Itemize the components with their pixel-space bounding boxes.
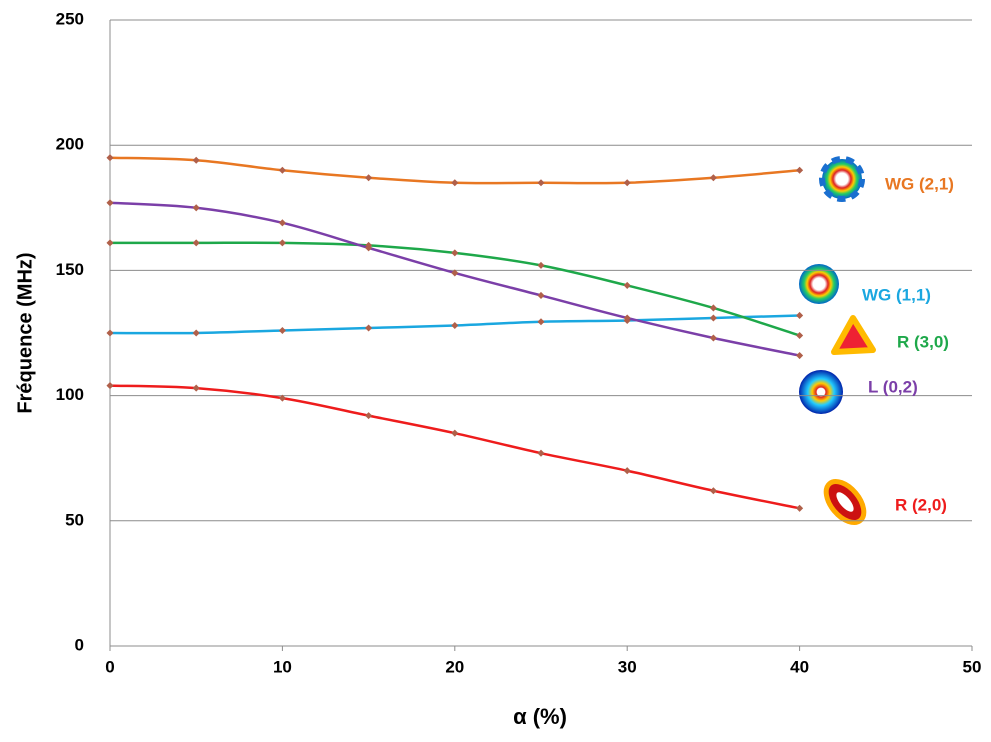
series-label: WG (1,1) (862, 285, 931, 304)
data-point (365, 244, 373, 252)
data-point (365, 412, 373, 420)
y-tick-label: 100 (56, 385, 84, 404)
data-point (192, 384, 200, 392)
data-point (623, 314, 631, 322)
y-axis-label: Fréquence (MHz) (14, 252, 36, 413)
data-point (278, 219, 286, 227)
data-point (537, 449, 545, 457)
data-point (192, 156, 200, 164)
data-point (451, 249, 459, 257)
data-point (537, 261, 545, 269)
data-point (278, 239, 286, 247)
y-tick-label: 250 (56, 9, 84, 28)
x-tick-label: 10 (273, 657, 292, 676)
y-tick-label: 50 (65, 510, 84, 529)
data-point (796, 352, 804, 360)
data-point (623, 467, 631, 475)
data-point (278, 166, 286, 174)
y-tick-label: 200 (56, 135, 84, 154)
data-point (451, 321, 459, 330)
data-point (451, 269, 459, 277)
x-tick-label: 20 (445, 657, 464, 676)
data-point (796, 331, 804, 340)
data-point (623, 281, 631, 289)
x-tick-label: 40 (790, 657, 809, 676)
mode-icons (799, 156, 876, 525)
data-point (709, 314, 717, 322)
data-point (796, 311, 804, 320)
x-axis-label: α (%) (513, 704, 567, 729)
series-line (110, 241, 800, 337)
data-point (796, 166, 804, 174)
data-point (192, 329, 200, 337)
data-point (106, 154, 114, 162)
series-label: R (2,0) (895, 495, 947, 514)
data-point (537, 179, 545, 187)
data-point (192, 239, 200, 247)
data-point (106, 329, 114, 337)
mode-icon (799, 264, 839, 304)
data-point (278, 394, 286, 402)
data-point (451, 429, 459, 437)
mode-icon (819, 156, 865, 202)
data-point (709, 174, 717, 182)
series-label: WG (2,1) (885, 174, 954, 193)
data-point (451, 179, 459, 187)
data-point (623, 179, 631, 187)
data-point (709, 304, 717, 312)
data-point (709, 334, 717, 342)
data-point (106, 382, 114, 390)
data-point (537, 318, 545, 326)
data-point (709, 487, 717, 495)
data-point (537, 291, 545, 299)
mode-icon (831, 315, 876, 355)
data-point (796, 504, 804, 512)
y-tick-label: 0 (75, 635, 84, 654)
data-point (192, 204, 200, 212)
mode-icon (836, 492, 854, 512)
x-tick-label: 0 (105, 657, 114, 676)
data-point (365, 324, 373, 332)
data-point (365, 174, 373, 182)
data-point (278, 326, 286, 335)
mode-icon (799, 370, 843, 414)
data-point (106, 199, 114, 207)
data-point (106, 239, 114, 247)
series-label: L (0,2) (868, 377, 918, 396)
series-line (109, 384, 800, 510)
series-label: R (3,0) (897, 332, 949, 351)
y-tick-label: 150 (56, 260, 84, 279)
x-tick-label: 50 (963, 657, 982, 676)
x-tick-label: 30 (618, 657, 637, 676)
